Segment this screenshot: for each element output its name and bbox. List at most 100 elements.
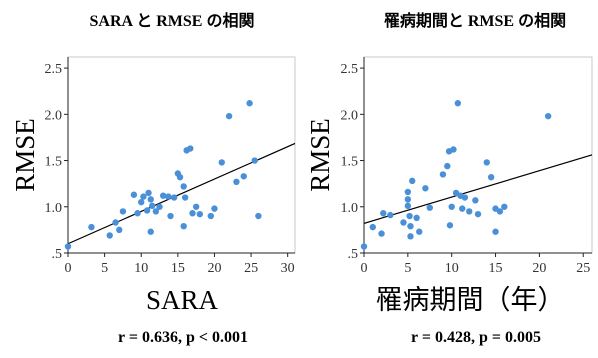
data-point <box>360 243 368 250</box>
y-tick-label: .5 <box>348 247 359 262</box>
correlation-stats: r = 0.636, p < 0.001 <box>118 329 248 346</box>
data-point <box>130 191 138 198</box>
y-tick-label: 2.0 <box>45 108 63 123</box>
data-point <box>413 214 420 222</box>
data-point <box>407 222 414 230</box>
y-tick-label: 1.0 <box>45 201 63 216</box>
correlation-stats: r = 0.428, p = 0.005 <box>411 329 541 346</box>
duration-rmse-panel: 罹病期間と RMSE の相関 .5 1.0 1.5 2.0 2.5 0 5 10 15 20 25 罹病… <box>305 11 593 346</box>
x-tick-label: 0 <box>361 261 368 276</box>
data-point <box>446 222 454 229</box>
data-point <box>143 207 151 214</box>
x-tick-label: 10 <box>134 261 148 276</box>
data-point <box>474 210 482 218</box>
data-point <box>406 212 413 220</box>
data-point <box>170 194 178 201</box>
data-point <box>147 228 154 235</box>
plot-frame <box>67 56 296 254</box>
x-axis-label: 罹病期間（年） <box>376 285 565 315</box>
x-tick-label: 5 <box>101 261 108 276</box>
data-point <box>140 193 147 200</box>
y-tick-label: 1.0 <box>341 201 359 216</box>
data-point <box>106 232 113 239</box>
data-point <box>147 196 154 203</box>
fit-line <box>364 154 592 224</box>
data-point <box>211 205 218 212</box>
data-point <box>461 194 469 201</box>
data-point <box>138 198 145 206</box>
data-point <box>152 208 160 215</box>
data-point <box>378 230 385 237</box>
y-tick-label: 1.5 <box>45 155 63 170</box>
data-point <box>156 203 163 210</box>
x-tick-label: 5 <box>404 261 411 276</box>
data-point <box>145 189 152 197</box>
x-tick-label: 25 <box>244 261 258 276</box>
data-point <box>112 219 119 226</box>
data-point <box>426 204 433 211</box>
data-point <box>404 188 412 196</box>
data-point <box>387 211 394 219</box>
data-point <box>422 185 429 192</box>
data-point <box>444 162 451 170</box>
data-point <box>180 222 187 230</box>
plot-frame <box>363 56 593 254</box>
y-tick-label: 2.5 <box>45 62 63 77</box>
data-point <box>380 210 387 217</box>
data-point <box>450 146 457 153</box>
data-point <box>176 173 184 181</box>
data-point <box>404 196 412 203</box>
data-point <box>192 203 200 210</box>
y-axis-label: RMSE <box>305 118 335 192</box>
x-tick-label: 0 <box>65 261 72 276</box>
x-tick-label: 10 <box>445 261 459 276</box>
data-point <box>240 173 247 180</box>
chart-title: SARA と RMSE の相関 <box>90 11 255 30</box>
data-point <box>459 205 466 212</box>
chart-title: 罹病期間と RMSE の相関 <box>384 11 566 30</box>
y-tick-label: 2.0 <box>341 108 359 123</box>
sara-rmse-panel: SARA と RMSE の相関 .5 1.0 1.5 2.0 2.5 0 5 10 15 20 25 3… <box>10 11 296 346</box>
data-point <box>501 203 508 210</box>
data-point <box>409 177 416 185</box>
data-point <box>134 210 141 217</box>
data-point <box>246 100 253 107</box>
x-axis-label: SARA <box>146 285 219 315</box>
data-point <box>181 194 189 201</box>
data-point <box>189 210 196 217</box>
data-point <box>439 171 447 178</box>
data-point <box>251 157 258 164</box>
data-point <box>187 145 194 152</box>
data-point <box>64 243 72 250</box>
data-point <box>472 197 479 204</box>
x-tick-label: 15 <box>489 261 503 276</box>
x-tick-label: 25 <box>576 261 590 276</box>
data-point <box>119 208 127 215</box>
data-point <box>233 178 240 186</box>
data-point <box>196 210 204 218</box>
y-axis-label: RMSE <box>10 118 40 192</box>
y-tick-label: .5 <box>52 247 63 262</box>
data-point <box>149 202 156 210</box>
data-point <box>88 223 95 231</box>
y-tick-label: 2.5 <box>341 62 359 77</box>
data-point <box>165 193 172 200</box>
data-point <box>369 223 376 231</box>
data-point <box>116 226 123 234</box>
x-tick-label: 15 <box>171 261 185 276</box>
data-point <box>159 192 167 199</box>
data-point <box>400 219 407 226</box>
x-tick-label: 30 <box>281 261 295 276</box>
x-tick-label: 20 <box>207 261 221 276</box>
fit-line <box>68 142 295 245</box>
data-point <box>466 208 473 215</box>
data-point <box>225 112 233 120</box>
x-tick-label: 20 <box>532 261 546 276</box>
data-point <box>496 208 504 215</box>
data-point <box>207 212 214 220</box>
data-point <box>218 159 225 166</box>
data-point <box>180 183 187 190</box>
data-point <box>167 212 174 220</box>
